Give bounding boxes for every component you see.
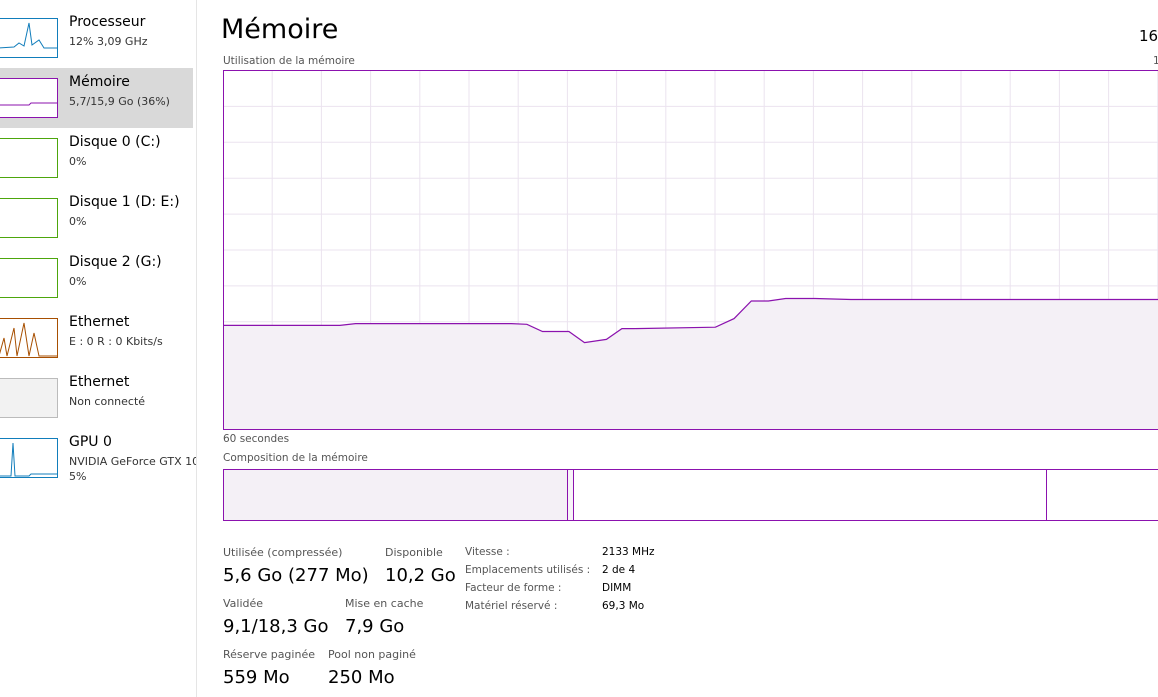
detail-value: 2133 MHz	[602, 546, 655, 558]
device-detail: 0%	[69, 155, 87, 168]
device-detail: 0%	[69, 275, 87, 288]
usage-area	[223, 298, 1158, 430]
sidebar-item[interactable]: GPU 0 NVIDIA GeForce GTX 10 5%	[0, 428, 196, 488]
sidebar: Processeur 12% 3,09 GHz Mémoire 5,7/15,9 Go…	[0, 0, 197, 697]
sidebar-item[interactable]: Disque 1 (D: E:) 0%	[0, 188, 193, 248]
stat-value: 9,1/18,3 Go	[223, 616, 329, 637]
device-name: Ethernet	[69, 374, 130, 390]
stat-label: Réserve paginée	[223, 648, 315, 661]
detail-label: Vitesse :	[465, 546, 510, 558]
thumb-frame	[0, 258, 58, 298]
sidebar-item[interactable]: Disque 0 (C:) 0%	[0, 128, 193, 188]
thumbnail	[0, 438, 58, 478]
thumbnail	[0, 258, 58, 298]
device-name: Mémoire	[69, 74, 130, 90]
composition-bar	[223, 469, 1158, 521]
thumb-frame	[0, 198, 58, 238]
detail-label: Matériel réservé :	[465, 600, 558, 612]
stat-label: Mise en cache	[345, 597, 424, 610]
sidebar-item[interactable]: Ethernet E : 0 R : 0 Kbits/s	[0, 308, 193, 368]
thumb-frame	[0, 78, 58, 118]
thumbnail	[0, 198, 58, 238]
composition-frame	[223, 469, 1158, 521]
thumb-line	[0, 442, 57, 477]
composition-label: Composition de la mémoire	[223, 452, 368, 464]
stat-value: 5,6 Go (277 Mo)	[223, 565, 369, 586]
thumb-line	[0, 102, 57, 106]
thumbnail	[0, 18, 58, 58]
usage-max: 1	[1153, 55, 1158, 67]
modified-segment	[568, 470, 573, 520]
device-name: Ethernet	[69, 314, 130, 330]
device-detail: 0%	[69, 215, 87, 228]
detail-label: Emplacements utilisés :	[465, 564, 591, 576]
stat-value: 10,2 Go	[385, 565, 456, 586]
capacity: 16,	[1139, 27, 1158, 45]
stat-value: 7,9 Go	[345, 616, 405, 637]
thumb-frame	[0, 438, 58, 478]
in-use-segment	[224, 470, 567, 520]
detail-value: 69,3 Mo	[602, 600, 645, 612]
device-name: Processeur	[69, 14, 146, 30]
device-detail: 12% 3,09 GHz	[69, 35, 148, 48]
device-detail: 5,7/15,9 Go (36%)	[69, 95, 170, 108]
thumb-line	[0, 322, 57, 357]
stat-label: Disponible	[385, 546, 443, 559]
stat-label: Validée	[223, 597, 264, 610]
time-label: 60 secondes	[223, 433, 290, 445]
usage-label: Utilisation de la mémoire	[223, 55, 355, 67]
device-detail: E : 0 R : 0 Kbits/s	[69, 335, 163, 348]
stat-value: 559 Mo	[223, 667, 290, 688]
thumbnail	[0, 138, 58, 178]
device-name: Disque 0 (C:)	[69, 134, 161, 150]
detail-value: DIMM	[602, 582, 632, 594]
stat-label: Pool non paginé	[328, 648, 416, 661]
thumb-frame	[0, 318, 58, 358]
sidebar-item[interactable]: Disque 2 (G:) 0%	[0, 248, 193, 308]
device-name: GPU 0	[69, 434, 112, 450]
usage-graph	[223, 70, 1158, 430]
graph-frame	[223, 70, 1158, 430]
thumb-frame	[0, 138, 58, 178]
sidebar-item[interactable]: Processeur 12% 3,09 GHz	[0, 8, 193, 68]
device-detail: NVIDIA GeForce GTX 10	[69, 455, 197, 468]
usage-line	[223, 297, 1158, 344]
thumb-line	[0, 22, 57, 49]
device-name: Disque 2 (G:)	[69, 254, 162, 270]
thumbnail	[0, 318, 58, 358]
stat-label: Utilisée (compressée)	[223, 546, 343, 559]
detail-label: Facteur de forme :	[465, 582, 562, 594]
detail-value: 2 de 4	[602, 564, 636, 576]
page-title: Mémoire	[221, 14, 339, 45]
sidebar-item[interactable]: Ethernet Non connecté	[0, 368, 193, 428]
device-detail: Non connecté	[69, 395, 146, 408]
device-name: Disque 1 (D: E:)	[69, 194, 180, 210]
stat-value: 250 Mo	[328, 667, 395, 688]
thumb-frame	[0, 378, 58, 418]
thumbnail	[0, 378, 58, 418]
sidebar-item[interactable]: Mémoire 5,7/15,9 Go (36%)	[0, 68, 193, 128]
thumbnail	[0, 78, 58, 118]
device-detail: 5%	[69, 470, 87, 483]
